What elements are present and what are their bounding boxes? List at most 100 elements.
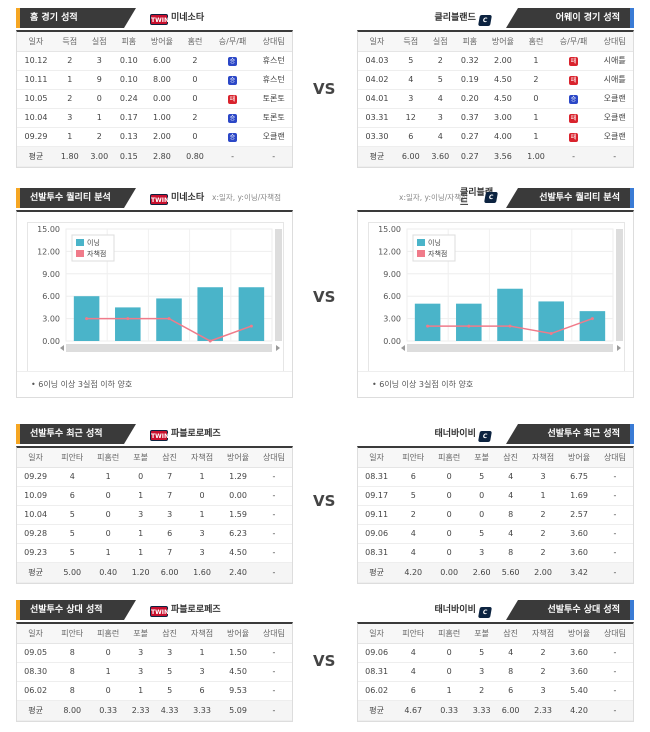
result-win-icon: 승 — [569, 94, 579, 104]
table-cell: 2 — [525, 505, 562, 525]
result-win-icon: 승 — [228, 113, 238, 123]
column-header: 자책점 — [184, 448, 221, 468]
y-tick-label: 9.00 — [383, 270, 401, 279]
table-cell: 0 — [90, 486, 127, 506]
table-cell: - — [596, 505, 633, 525]
team-name: TWINS미네소타 — [150, 13, 205, 25]
pitcher-recent-panel-left: 선발투수 최근 성적 TWINS파블로로페즈 일자 피안타 피홈런 포볼 삼진 자책점 방어… — [16, 424, 293, 584]
table-cell: 0 — [180, 89, 210, 109]
average-cell: - — [255, 562, 292, 583]
average-cell: 5.09 — [220, 700, 256, 721]
table-row: 10.09 6 0 1 7 0 0.00- — [17, 486, 292, 506]
average-row: 평균 5.00 0.40 1.20 6.00 1.60 2.40- — [17, 562, 292, 583]
table-cell: 10.04 — [17, 505, 55, 525]
average-cell: 평균 — [358, 146, 396, 167]
table-cell: 09.28 — [17, 524, 55, 544]
guardians-logo-icon: C — [478, 431, 492, 442]
table-cell: 4.50 — [484, 89, 522, 109]
column-header: 피홈 — [114, 32, 144, 52]
average-cell: 3.60 — [425, 146, 456, 167]
table-cell: 2 — [425, 51, 456, 71]
pitcher-name: 태너바이비 C — [434, 602, 494, 618]
table-row: 09.29 1 2 0.13 2.00 0 승 오클랜 — [17, 127, 292, 147]
table-cell: 0 — [431, 524, 468, 544]
average-cell: - — [209, 146, 256, 167]
table-cell: 0.10 — [114, 70, 144, 90]
table-cell: 09.11 — [358, 505, 396, 525]
table-cell: 0.24 — [114, 89, 144, 109]
table-cell: 5 — [395, 486, 432, 506]
horizontal-scrollbar[interactable] — [407, 344, 613, 352]
legend-label-earned-runs: 자책점 — [87, 249, 106, 258]
legend-label-innings: 이닝 — [428, 238, 441, 247]
table-cell: 토론토 — [255, 108, 292, 128]
horizontal-scrollbar[interactable] — [66, 344, 272, 352]
table-cell: 1 — [184, 505, 221, 525]
vertical-scrollbar[interactable] — [275, 229, 282, 341]
table-cell: - — [255, 486, 292, 506]
average-cell: 4.67 — [395, 700, 432, 721]
column-header: 일자 — [17, 448, 55, 468]
column-header: 일자 — [17, 624, 55, 644]
average-cell: 8.00 — [54, 700, 91, 721]
guardians-logo-icon: C — [478, 607, 492, 618]
column-header: 방어율 — [220, 448, 256, 468]
column-header: 피홈런 — [431, 448, 468, 468]
table-cell: 1 — [54, 127, 85, 147]
vs-label: VS — [313, 288, 336, 306]
table-cell: 0.10 — [114, 51, 144, 71]
table-cell: 8 — [54, 681, 91, 701]
average-row: 평균 4.20 0.00 2.60 5.60 2.00 3.42- — [358, 562, 633, 583]
table-cell: 1 — [84, 108, 115, 128]
bar-innings — [115, 307, 141, 341]
point-earned-runs — [549, 332, 553, 336]
column-header: 포볼 — [467, 448, 497, 468]
table-cell: 1.29 — [220, 467, 256, 487]
pitcher-recent-panel-right: 태너바이비 C 선발투수 최근 성적 일자 피안타 피홈런 포볼 삼진 자책점 방어율 상대팀… — [357, 424, 634, 584]
point-earned-runs — [167, 317, 171, 321]
table-cell: 5 — [467, 524, 497, 544]
average-cell: 3.33 — [467, 700, 497, 721]
table-row: 09.11 2 0 0 8 2 2.57- — [358, 505, 633, 525]
table-cell: 09.06 — [358, 524, 396, 544]
table-cell: 2.00 — [484, 51, 522, 71]
table-cell: 8 — [496, 543, 526, 563]
bar-innings — [538, 301, 564, 341]
column-header: 방어율 — [143, 32, 181, 52]
vertical-scrollbar[interactable] — [616, 229, 623, 341]
table-cell: 03.31 — [358, 108, 396, 128]
table-cell: 3 — [84, 51, 115, 71]
table-cell: 12 — [395, 108, 426, 128]
table-row: 10.04 5 0 3 3 1 1.59- — [17, 505, 292, 525]
table-cell: 1 — [521, 108, 551, 128]
column-header: 삼진 — [496, 624, 526, 644]
table-cell: 3 — [126, 643, 156, 663]
table-cell: - — [255, 543, 292, 563]
table-cell: 0 — [521, 89, 551, 109]
average-cell: 2.80 — [143, 146, 181, 167]
section-tab: 어웨이 경기 성적 — [506, 8, 634, 28]
table-cell: - — [596, 681, 633, 701]
table-cell: 2.57 — [561, 505, 597, 525]
result-win-icon: 승 — [228, 132, 238, 142]
average-cell: 2.40 — [220, 562, 256, 583]
table-cell: 1 — [90, 467, 127, 487]
table-cell: 5 — [54, 505, 91, 525]
table-cell: 09.05 — [17, 643, 55, 663]
point-earned-runs — [467, 324, 471, 328]
table-cell: 09.23 — [17, 543, 55, 563]
table-cell: 6 — [54, 486, 91, 506]
legend-swatch-earned-runs — [417, 250, 425, 257]
table-cell: 5 — [467, 643, 497, 663]
team-name: TWINS미네소타 — [150, 193, 205, 205]
table-cell: 10.04 — [17, 108, 55, 128]
table-cell: - — [596, 543, 633, 563]
column-header: 피홈런 — [90, 624, 127, 644]
table-cell: 03.30 — [358, 127, 396, 147]
average-row: 평균 8.00 0.33 2.33 4.33 3.33 5.09- — [17, 700, 292, 721]
average-cell: 0.40 — [90, 562, 127, 583]
average-cell: 평균 — [17, 146, 55, 167]
table-header-row: 일자 득점 실점 피홈 방어율 홈런 승/무/패 상대팀 — [17, 32, 292, 52]
average-cell: 4.20 — [561, 700, 597, 721]
